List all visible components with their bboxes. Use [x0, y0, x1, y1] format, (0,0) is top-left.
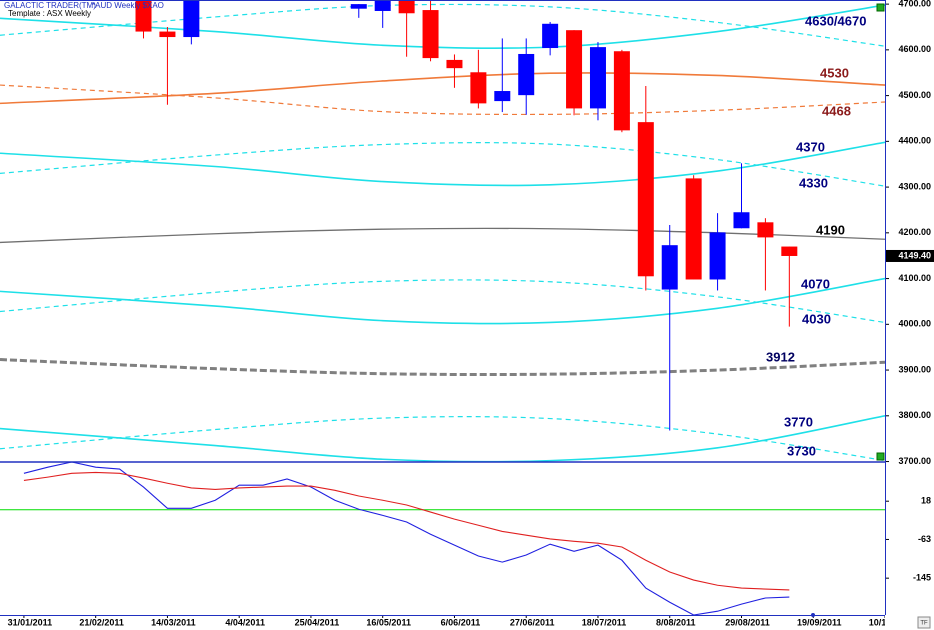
candle-body [542, 23, 559, 49]
candle-body [494, 91, 511, 102]
level-annotation: 4468 [822, 103, 851, 118]
y-tick-label: 4600.00 [898, 44, 931, 54]
x-tick-label: 21/02/2011 [79, 617, 124, 627]
candle-body [637, 122, 654, 277]
subtitle: *AUD Weekly $XAO [92, 1, 164, 10]
candle-body [374, 0, 391, 11]
level-annotation: 4530 [820, 65, 849, 80]
indicator-panel [0, 462, 885, 615]
panel-button[interactable] [876, 3, 885, 12]
y-tick-label: 4000.00 [898, 319, 931, 329]
level-annotation: 3912 [766, 349, 795, 364]
cycle-line [0, 277, 885, 325]
y-tick-label: 4300.00 [898, 181, 931, 191]
candle-body [781, 246, 798, 256]
candle-body [566, 30, 583, 109]
x-tick-label: 19/09/2011 [797, 617, 842, 627]
last-price-box [886, 249, 934, 262]
candle-body [757, 222, 774, 238]
x-tick-label: 31/01/2011 [8, 617, 53, 627]
level-annotation: 4330 [799, 175, 828, 190]
candle-body [733, 212, 750, 229]
candle-body [398, 0, 415, 14]
candle-body [446, 59, 463, 69]
level-annotation: 4030 [802, 311, 831, 326]
cycle-line [0, 72, 885, 105]
x-tick-label: 16/05/2011 [366, 617, 411, 627]
cycle-line [0, 3, 885, 47]
level-annotation: 4630/4670 [805, 13, 866, 28]
template-label: Template : ASX Weekly [8, 9, 91, 18]
indicator-line [23, 462, 790, 615]
cycle-line [0, 416, 885, 462]
x-tick-label: 14/03/2011 [151, 617, 196, 627]
y-tick-label: 4400.00 [898, 136, 931, 146]
x-tick-label: 25/04/2011 [295, 617, 340, 627]
y-tick-label: 4500.00 [898, 90, 931, 100]
y-tick-label: 4100.00 [898, 273, 931, 283]
y-tick-label: 4700.00 [898, 0, 931, 8]
y-tick-label: -145 [913, 573, 931, 583]
tf-icon[interactable] [917, 616, 931, 629]
candle-body [709, 232, 726, 280]
price-panel: 4630/4670 4530 4468 4370 4330 4190 4070 4030 391… [0, 0, 885, 462]
cycle-line [0, 84, 885, 116]
y-axis: 4700.00 4600.00 4500.00 4400.00 4300.00 4200.… [885, 0, 934, 583]
x-tick-label: 27/06/2011 [510, 617, 555, 627]
x-axis: 31/01/2011 21/02/2011 14/03/2011 4/04/2011 2… [8, 615, 914, 627]
x-tick-label: 8/08/2011 [656, 617, 696, 627]
level-annotation: 4070 [801, 276, 830, 291]
panel-button[interactable] [876, 452, 885, 461]
level-annotation: 4190 [816, 222, 845, 237]
candle-body [135, 0, 152, 32]
cycle-line [0, 4, 885, 50]
y-tick-label: 3900.00 [898, 364, 931, 374]
title: GALACTIC TRADER(TM) [4, 1, 96, 10]
level-annotation: 3730 [787, 443, 816, 458]
candle-body [661, 245, 678, 290]
candle-body [685, 178, 702, 280]
candle-body [159, 31, 176, 38]
y-tick-label: 3800.00 [898, 410, 931, 420]
tf-icon-label: TF [920, 621, 928, 627]
x-tick-label: 4/04/2011 [225, 617, 265, 627]
candle-body [470, 72, 487, 104]
y-tick-label: 4200.00 [898, 227, 931, 237]
cycle-line [0, 227, 885, 244]
x-tick-label: 29/08/2011 [725, 617, 770, 627]
candle-body [589, 47, 606, 109]
candle-body [518, 53, 535, 96]
candle-body [350, 4, 367, 9]
cycle-line [0, 141, 885, 187]
x-tick-label: 6/06/2011 [441, 617, 481, 627]
last-price-label: 4149.40 [898, 250, 931, 260]
cursor-marker [811, 613, 815, 617]
indicator-line [23, 471, 790, 591]
level-annotation: 3770 [784, 414, 813, 429]
y-tick-label: 18 [921, 496, 931, 506]
cycle-line [0, 358, 885, 377]
y-tick-label: -63 [918, 534, 931, 544]
candle-body [422, 10, 439, 59]
x-tick-label: 10/10/2011 [869, 617, 914, 627]
cycle-line [0, 142, 885, 187]
candle-body [613, 51, 630, 131]
level-annotation: 4370 [796, 139, 825, 154]
candle-body [183, 0, 200, 38]
cycle-line [0, 279, 885, 324]
x-tick-label: 18/07/2011 [582, 617, 627, 627]
y-tick-label: 3700.00 [898, 456, 931, 466]
